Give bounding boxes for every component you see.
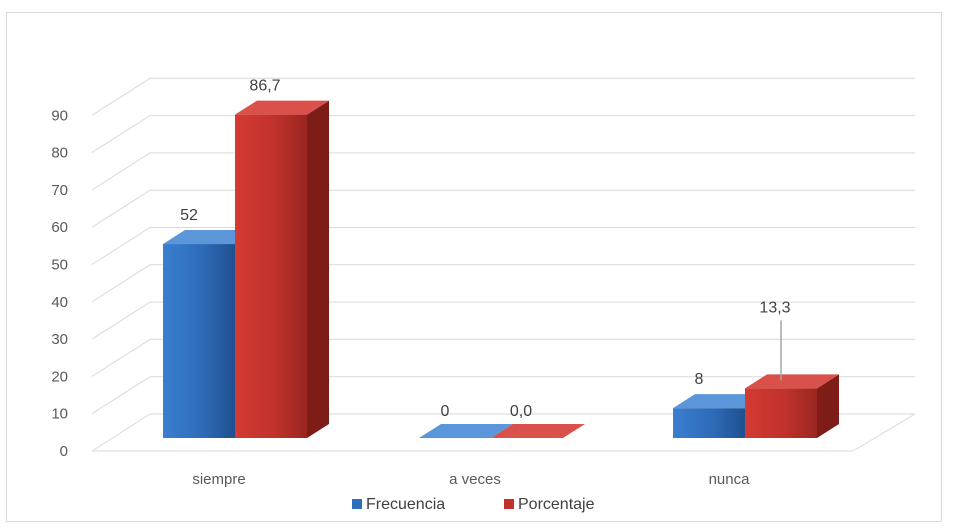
bar (745, 374, 839, 438)
gridlines (91, 77, 916, 452)
floor-edge-right (852, 413, 916, 452)
x-tick-label: a veces (449, 471, 501, 488)
gridline (91, 376, 915, 415)
y-tick-label: 90 (51, 107, 68, 124)
legend: Frecuencia Porcentaje (352, 496, 595, 513)
gridline (91, 115, 915, 154)
y-tick-label: 60 (51, 219, 68, 236)
data-label: 8 (695, 371, 704, 388)
gridline (91, 189, 915, 228)
legend-label: Frecuencia (366, 496, 445, 513)
gridline (91, 413, 915, 452)
bar (235, 100, 329, 438)
bars (163, 100, 839, 438)
y-tick-label: 20 (51, 368, 68, 385)
y-tick-label: 50 (51, 257, 68, 274)
data-label: 13,3 (759, 299, 790, 316)
bar (419, 424, 513, 438)
legend-item: Porcentaje (504, 496, 595, 513)
gridline (91, 77, 915, 116)
gridline (91, 264, 915, 303)
y-tick-label: 70 (51, 182, 68, 199)
gridline (91, 227, 915, 265)
legend-swatch (352, 499, 362, 509)
legend-item: Frecuencia (352, 496, 445, 513)
data-label: 52 (180, 207, 198, 224)
x-tick-label: siempre (192, 471, 245, 488)
bar (491, 424, 585, 438)
y-axis-ticks: 0 10 20 30 40 50 60 70 80 90 (51, 107, 68, 460)
data-label: 86,7 (249, 78, 280, 95)
x-axis-ticks: siempre a veces nunca (192, 471, 750, 488)
legend-swatch (504, 499, 514, 509)
gridline (91, 152, 915, 191)
data-label: 0,0 (510, 403, 532, 420)
x-tick-label: nunca (709, 471, 751, 488)
y-tick-label: 40 (51, 294, 68, 311)
gridline (91, 338, 915, 377)
legend-label: Porcentaje (518, 496, 595, 513)
data-labels: 52 86,7 0 0,0 8 13,3 (180, 78, 791, 420)
y-tick-label: 10 (51, 406, 68, 423)
y-tick-label: 30 (51, 331, 68, 348)
gridline (91, 301, 915, 340)
data-label: 0 (441, 403, 450, 420)
y-tick-label: 0 (60, 443, 68, 460)
y-tick-label: 80 (51, 145, 68, 162)
